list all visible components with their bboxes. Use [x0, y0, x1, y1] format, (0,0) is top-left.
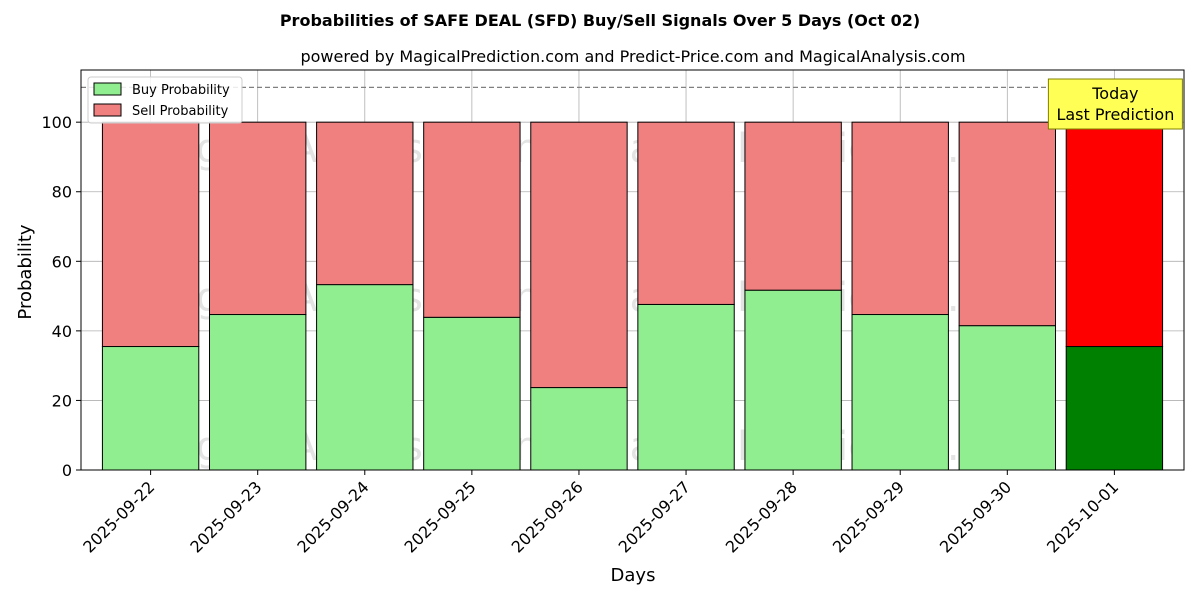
bar-buy-2025-09-30	[958, 325, 1056, 471]
bar-sell-2025-10-01	[1065, 121, 1164, 348]
bar-sell-2025-09-29	[851, 121, 949, 316]
y-tick-label: 60	[52, 252, 72, 271]
x-tick-label: 2025-09-24	[293, 477, 372, 556]
bars	[101, 121, 1164, 471]
bar-buy-2025-10-01	[1065, 346, 1164, 471]
bar-buy-2025-09-25	[423, 316, 521, 471]
x-tick-label: 2025-10-01	[1043, 477, 1122, 556]
bar-sell-2025-09-27	[637, 121, 735, 305]
x-axis-label: Days	[611, 565, 656, 586]
legend-label: Sell Probability	[132, 104, 229, 119]
bar-sell-2025-09-24	[316, 121, 414, 286]
bar-buy-2025-09-22	[101, 346, 200, 471]
x-tick-label: 2025-09-29	[829, 477, 908, 556]
x-tick-label: 2025-09-26	[508, 477, 587, 556]
legend-box	[87, 76, 243, 124]
annotation-box	[1047, 78, 1183, 130]
x-axis: 2025-09-22 2025-09-23 2025-09-24 2025-09-25…	[79, 470, 1122, 557]
x-tick-label: 2025-09-30	[936, 477, 1015, 556]
bar-buy-2025-09-29	[851, 314, 949, 471]
bar-buy-2025-09-27	[637, 303, 735, 471]
legend: Buy Probability Sell Probability	[87, 76, 243, 124]
bar-buy-2025-09-23	[209, 314, 307, 471]
x-tick-label: 2025-09-28	[722, 477, 801, 556]
bar-buy-2025-09-26	[530, 387, 628, 471]
annotation-text: Last Prediction	[1056, 105, 1174, 124]
bar-sell-2025-09-30	[958, 121, 1056, 327]
y-axis-label: Probability	[15, 224, 36, 319]
legend-swatch	[93, 103, 122, 117]
bar-sell-2025-09-26	[530, 121, 628, 389]
y-tick-label: 100	[41, 113, 72, 132]
y-axis: 0 20 40 60 80 100	[41, 113, 81, 480]
x-tick-label: 2025-09-22	[79, 477, 158, 556]
bar-sell-2025-09-28	[744, 121, 842, 291]
y-tick-label: 0	[62, 461, 72, 480]
bar-sell-2025-09-23	[209, 121, 307, 316]
today-annotation: Today Last Prediction	[1047, 78, 1183, 130]
bar-buy-2025-09-24	[316, 284, 414, 471]
y-tick-label: 20	[52, 391, 72, 410]
chart-title: Probabilities of SAFE DEAL (SFD) Buy/Sel…	[280, 11, 920, 30]
legend-swatch	[93, 82, 122, 96]
y-tick-label: 80	[52, 183, 72, 202]
x-tick-label: 2025-09-25	[401, 477, 480, 556]
x-tick-label: 2025-09-27	[615, 477, 694, 556]
annotation-text: Today	[1091, 84, 1138, 103]
x-tick-label: 2025-09-23	[186, 477, 265, 556]
plot-frame	[80, 69, 1185, 471]
chart-subtitle: powered by MagicalPrediction.com and Pre…	[300, 47, 965, 66]
y-tick-label: 40	[52, 322, 72, 341]
bar-sell-2025-09-25	[423, 121, 521, 318]
bar-sell-2025-09-22	[101, 121, 200, 348]
legend-label: Buy Probability	[132, 83, 230, 98]
bar-buy-2025-09-28	[744, 289, 842, 471]
